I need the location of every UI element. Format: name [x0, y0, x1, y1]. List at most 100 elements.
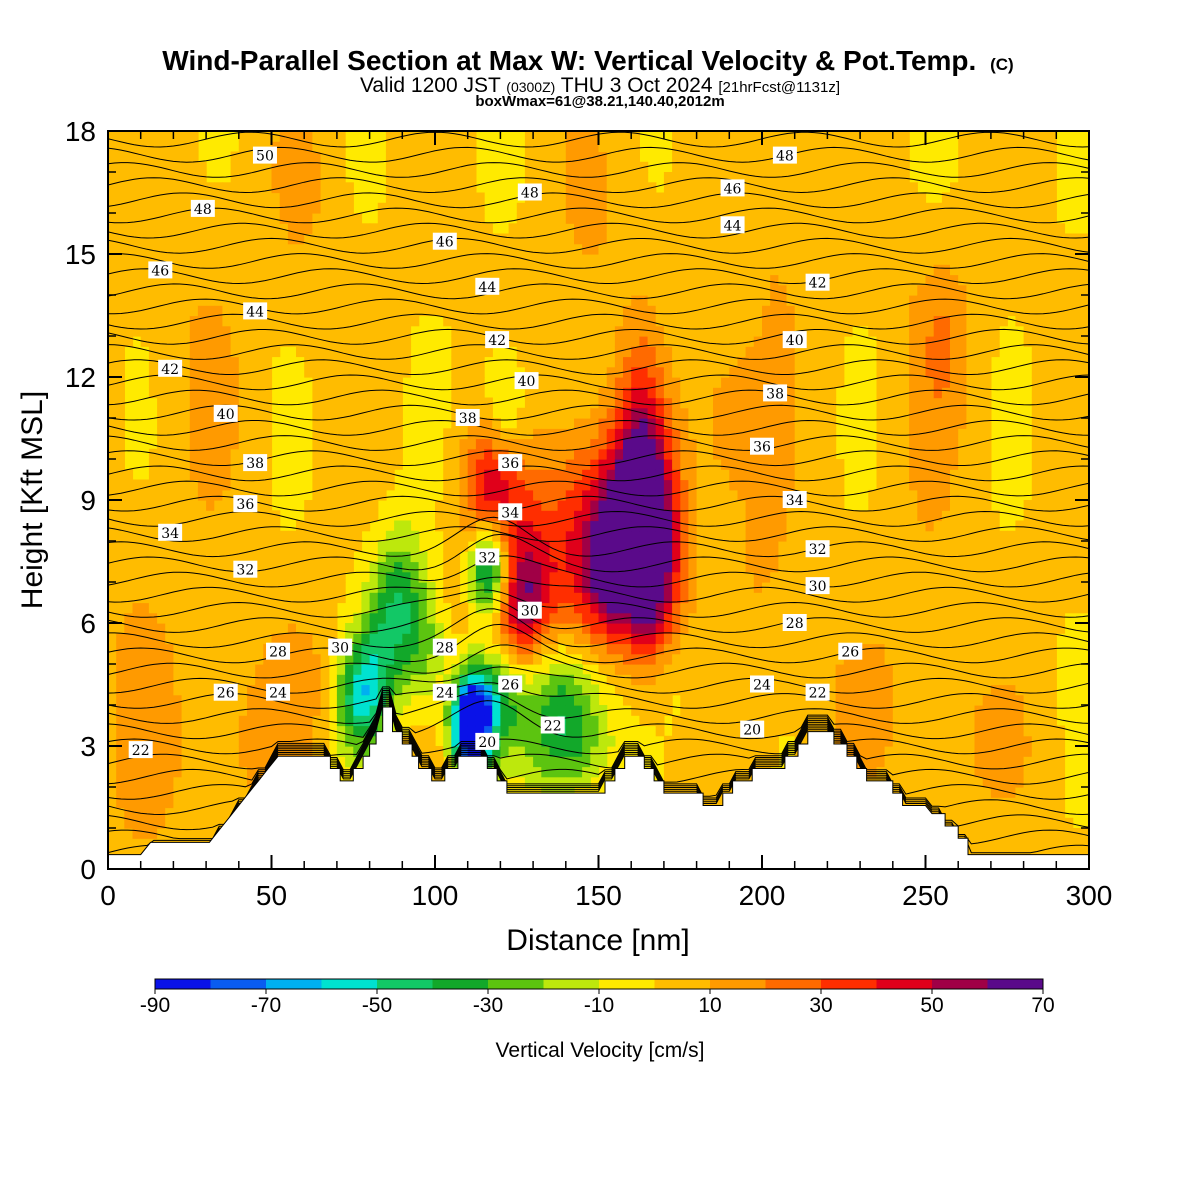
contour-label: 28	[786, 616, 804, 632]
contour-label-box	[805, 577, 830, 595]
contour-label: 46	[724, 181, 742, 197]
x-tick-label: 0	[100, 880, 116, 911]
contour-label-box	[720, 216, 745, 234]
colorbar-segment	[155, 979, 211, 989]
contour-label-box	[498, 503, 523, 521]
contour-label-box	[243, 454, 268, 472]
colorbar-segment	[710, 979, 766, 989]
contour-label: 46	[436, 235, 454, 251]
contour-label: 36	[236, 497, 254, 513]
contour-label-box	[805, 540, 830, 558]
colorbar-segment	[876, 979, 933, 989]
contour-label-box	[805, 683, 830, 701]
contour-label-box	[540, 716, 565, 734]
colorbar-tick-label: -30	[473, 994, 503, 1017]
colorbar-segment	[266, 979, 322, 989]
x-axis: 0 50 100 150 200 250 300	[100, 131, 1112, 911]
contour-label-box	[498, 454, 523, 472]
colorbar-segment	[321, 979, 378, 989]
contour-label: 48	[521, 186, 539, 202]
contour-label: 24	[269, 686, 287, 702]
plot-area: 50 48 46 44 42 40 38 36 34 32 30 28 26 24 22 48 46 44 42 40…	[108, 131, 1089, 869]
contour-label: 28	[436, 641, 454, 657]
x-tick-label: 250	[902, 880, 949, 911]
contour-label-box	[455, 409, 480, 426]
contour-label-box	[158, 523, 183, 541]
contour-label: 20	[478, 735, 496, 751]
contour-label: 26	[217, 686, 235, 702]
contour-label-box	[772, 146, 797, 164]
colorbar-segment	[377, 979, 433, 989]
contour-label: 50	[256, 149, 274, 165]
contour-label-box	[266, 683, 291, 701]
subtitle-utc-time: (0300Z)	[506, 79, 555, 95]
subtitle-forecast: [21hrFcst@1131z]	[718, 79, 840, 96]
contour-label: 32	[809, 542, 827, 558]
contour-label: 32	[236, 563, 254, 579]
x-tick-label: 200	[739, 880, 786, 911]
contour-label: 24	[436, 686, 454, 702]
colorbar-tick-label: -50	[362, 994, 392, 1017]
contour-label: 20	[743, 723, 761, 739]
y-axis-label: Height [Kft MSL]	[16, 391, 49, 609]
terrain	[108, 706, 1089, 869]
contour-label-box	[252, 146, 277, 164]
y-tick-label: 15	[65, 239, 96, 270]
colorbar-segment	[932, 979, 988, 989]
contour-label: 22	[132, 743, 150, 759]
contour-label: 44	[478, 280, 496, 296]
contour-label-box	[782, 491, 807, 508]
contour-label: 36	[501, 456, 519, 472]
colorbar-title: Vertical Velocity [cm/s]	[496, 1039, 705, 1062]
contour-label: 36	[753, 440, 771, 456]
contour-label: 42	[488, 333, 506, 349]
contour-label: 44	[246, 304, 264, 320]
contour-label-box	[475, 277, 500, 295]
contour-labels: 50 48 46 44 42 40 38 36 34 32 30 28 26 24 22 48 46 44 42 40…	[128, 146, 863, 759]
contour-label: 30	[521, 604, 539, 620]
contour-label-box	[750, 675, 774, 693]
subtitle-date: THU 3 Oct 2024	[561, 74, 713, 97]
y-tick-label: 9	[80, 485, 96, 516]
contour-label: 28	[269, 645, 287, 661]
colorbar-segment	[765, 979, 822, 989]
colorbar-segment	[821, 979, 877, 989]
colorbar-segment	[543, 979, 600, 989]
subtitle-valid-time: Valid 1200 JST	[360, 74, 501, 97]
contour-label-box	[740, 720, 765, 738]
colorbar-tick-label: 70	[1031, 994, 1054, 1017]
colorbar: -90 -70 -50 -30 -10 10 30 50 70	[140, 978, 1055, 1017]
colorbar-segment	[987, 979, 1044, 989]
contour-label-box	[720, 179, 745, 197]
contour-label-box	[233, 560, 258, 578]
contour-label-box	[158, 359, 183, 377]
contour-label: 40	[217, 407, 235, 423]
contour-label-box	[243, 302, 268, 320]
colorbar-tick-label: -10	[584, 994, 614, 1017]
contour-label-box	[190, 199, 215, 217]
contour-label-box	[328, 638, 353, 656]
colorbar-tick-label: 50	[920, 994, 943, 1017]
x-tick-label: 100	[412, 880, 459, 911]
x-tick-label: 300	[1066, 880, 1113, 911]
contour-label: 34	[501, 505, 519, 521]
colorbar-tick-label: 30	[809, 994, 832, 1017]
contour-label-box	[517, 601, 542, 619]
contour-label-box	[517, 183, 542, 201]
contour-label: 48	[776, 149, 794, 165]
x-tick-label: 50	[256, 880, 287, 911]
contour-label: 44	[724, 218, 742, 234]
contour-label-box	[213, 404, 238, 422]
contour-label: 46	[151, 263, 169, 279]
contour-label-box	[148, 261, 173, 279]
contour-label: 24	[753, 678, 771, 694]
contour-label-box	[763, 384, 788, 402]
colorbar-segment	[654, 979, 711, 989]
x-axis-label: Distance [nm]	[506, 924, 689, 957]
chart-subtitle-box: boxWmax=61@38.21,140.40,2012m	[475, 93, 724, 110]
contour-label: 26	[501, 678, 519, 694]
contour-label: 38	[766, 386, 784, 402]
y-tick-label: 0	[80, 854, 96, 885]
y-tick-label: 3	[80, 731, 96, 762]
